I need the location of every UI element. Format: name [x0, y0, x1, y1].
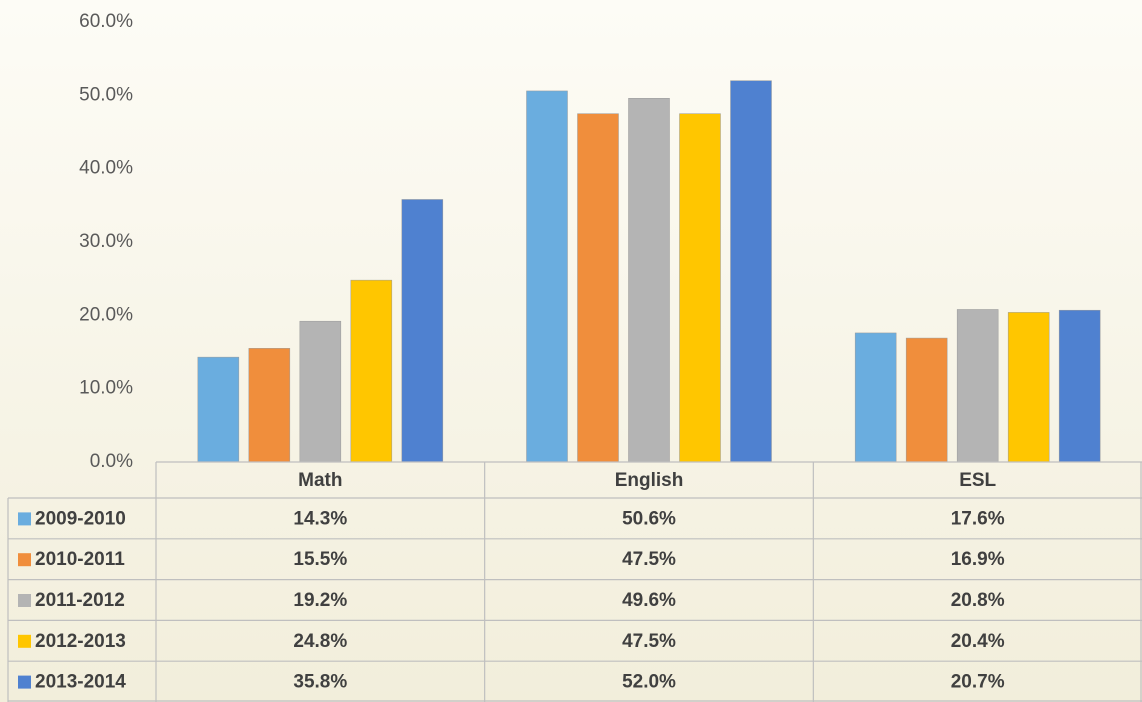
table-cell: 20.7% — [951, 672, 1005, 693]
y-tick-label: 0.0% — [90, 451, 133, 472]
table-cell: 16.9% — [951, 549, 1005, 570]
legend-label: 2010-2011 — [35, 549, 125, 570]
legend-label: 2011-2012 — [35, 590, 125, 611]
bar — [1058, 309, 1101, 463]
table-cell: 52.0% — [622, 672, 676, 693]
y-tick-label: 40.0% — [79, 158, 133, 179]
column-header: Math — [298, 470, 342, 491]
legend-label: 2009-2010 — [35, 508, 126, 529]
bar — [679, 113, 721, 463]
legend-swatch — [18, 675, 31, 689]
table-cell: 15.5% — [293, 549, 347, 570]
legend-swatch — [18, 634, 31, 648]
bar — [730, 80, 772, 463]
table-cell: 20.4% — [951, 631, 1005, 652]
y-tick-label: 60.0% — [79, 11, 133, 32]
bar — [299, 320, 342, 463]
bar — [628, 98, 670, 463]
table-cell: 20.8% — [951, 590, 1005, 611]
bar — [905, 337, 948, 463]
table-cell: 50.6% — [622, 508, 676, 529]
table-cell: 19.2% — [293, 590, 347, 611]
table-cell: 49.6% — [622, 590, 676, 611]
bar — [350, 279, 393, 463]
column-header: English — [615, 470, 684, 491]
bar — [526, 90, 568, 463]
legend-swatch — [18, 512, 31, 526]
legend-label: 2012-2013 — [35, 631, 126, 652]
table-cell: 35.8% — [293, 672, 347, 693]
column-header: ESL — [959, 470, 996, 491]
table-cell: 14.3% — [293, 508, 347, 529]
bar — [401, 199, 444, 463]
legend-swatch — [18, 594, 31, 607]
y-tick-label: 20.0% — [79, 304, 133, 325]
bar — [248, 348, 291, 463]
bar — [197, 356, 240, 463]
table-cell: 47.5% — [622, 631, 676, 652]
bar — [577, 113, 619, 463]
y-tick-label: 50.0% — [79, 84, 133, 105]
table-cell: 24.8% — [293, 631, 347, 652]
table-cell: 17.6% — [951, 508, 1005, 529]
legend-label: 2013-2014 — [35, 672, 126, 693]
legend-swatch — [18, 553, 31, 567]
bar — [1007, 312, 1050, 463]
bar — [854, 332, 897, 463]
bar — [956, 309, 999, 463]
table-cell: 47.5% — [622, 549, 676, 570]
y-tick-label: 10.0% — [79, 378, 133, 399]
y-tick-label: 30.0% — [79, 231, 133, 252]
